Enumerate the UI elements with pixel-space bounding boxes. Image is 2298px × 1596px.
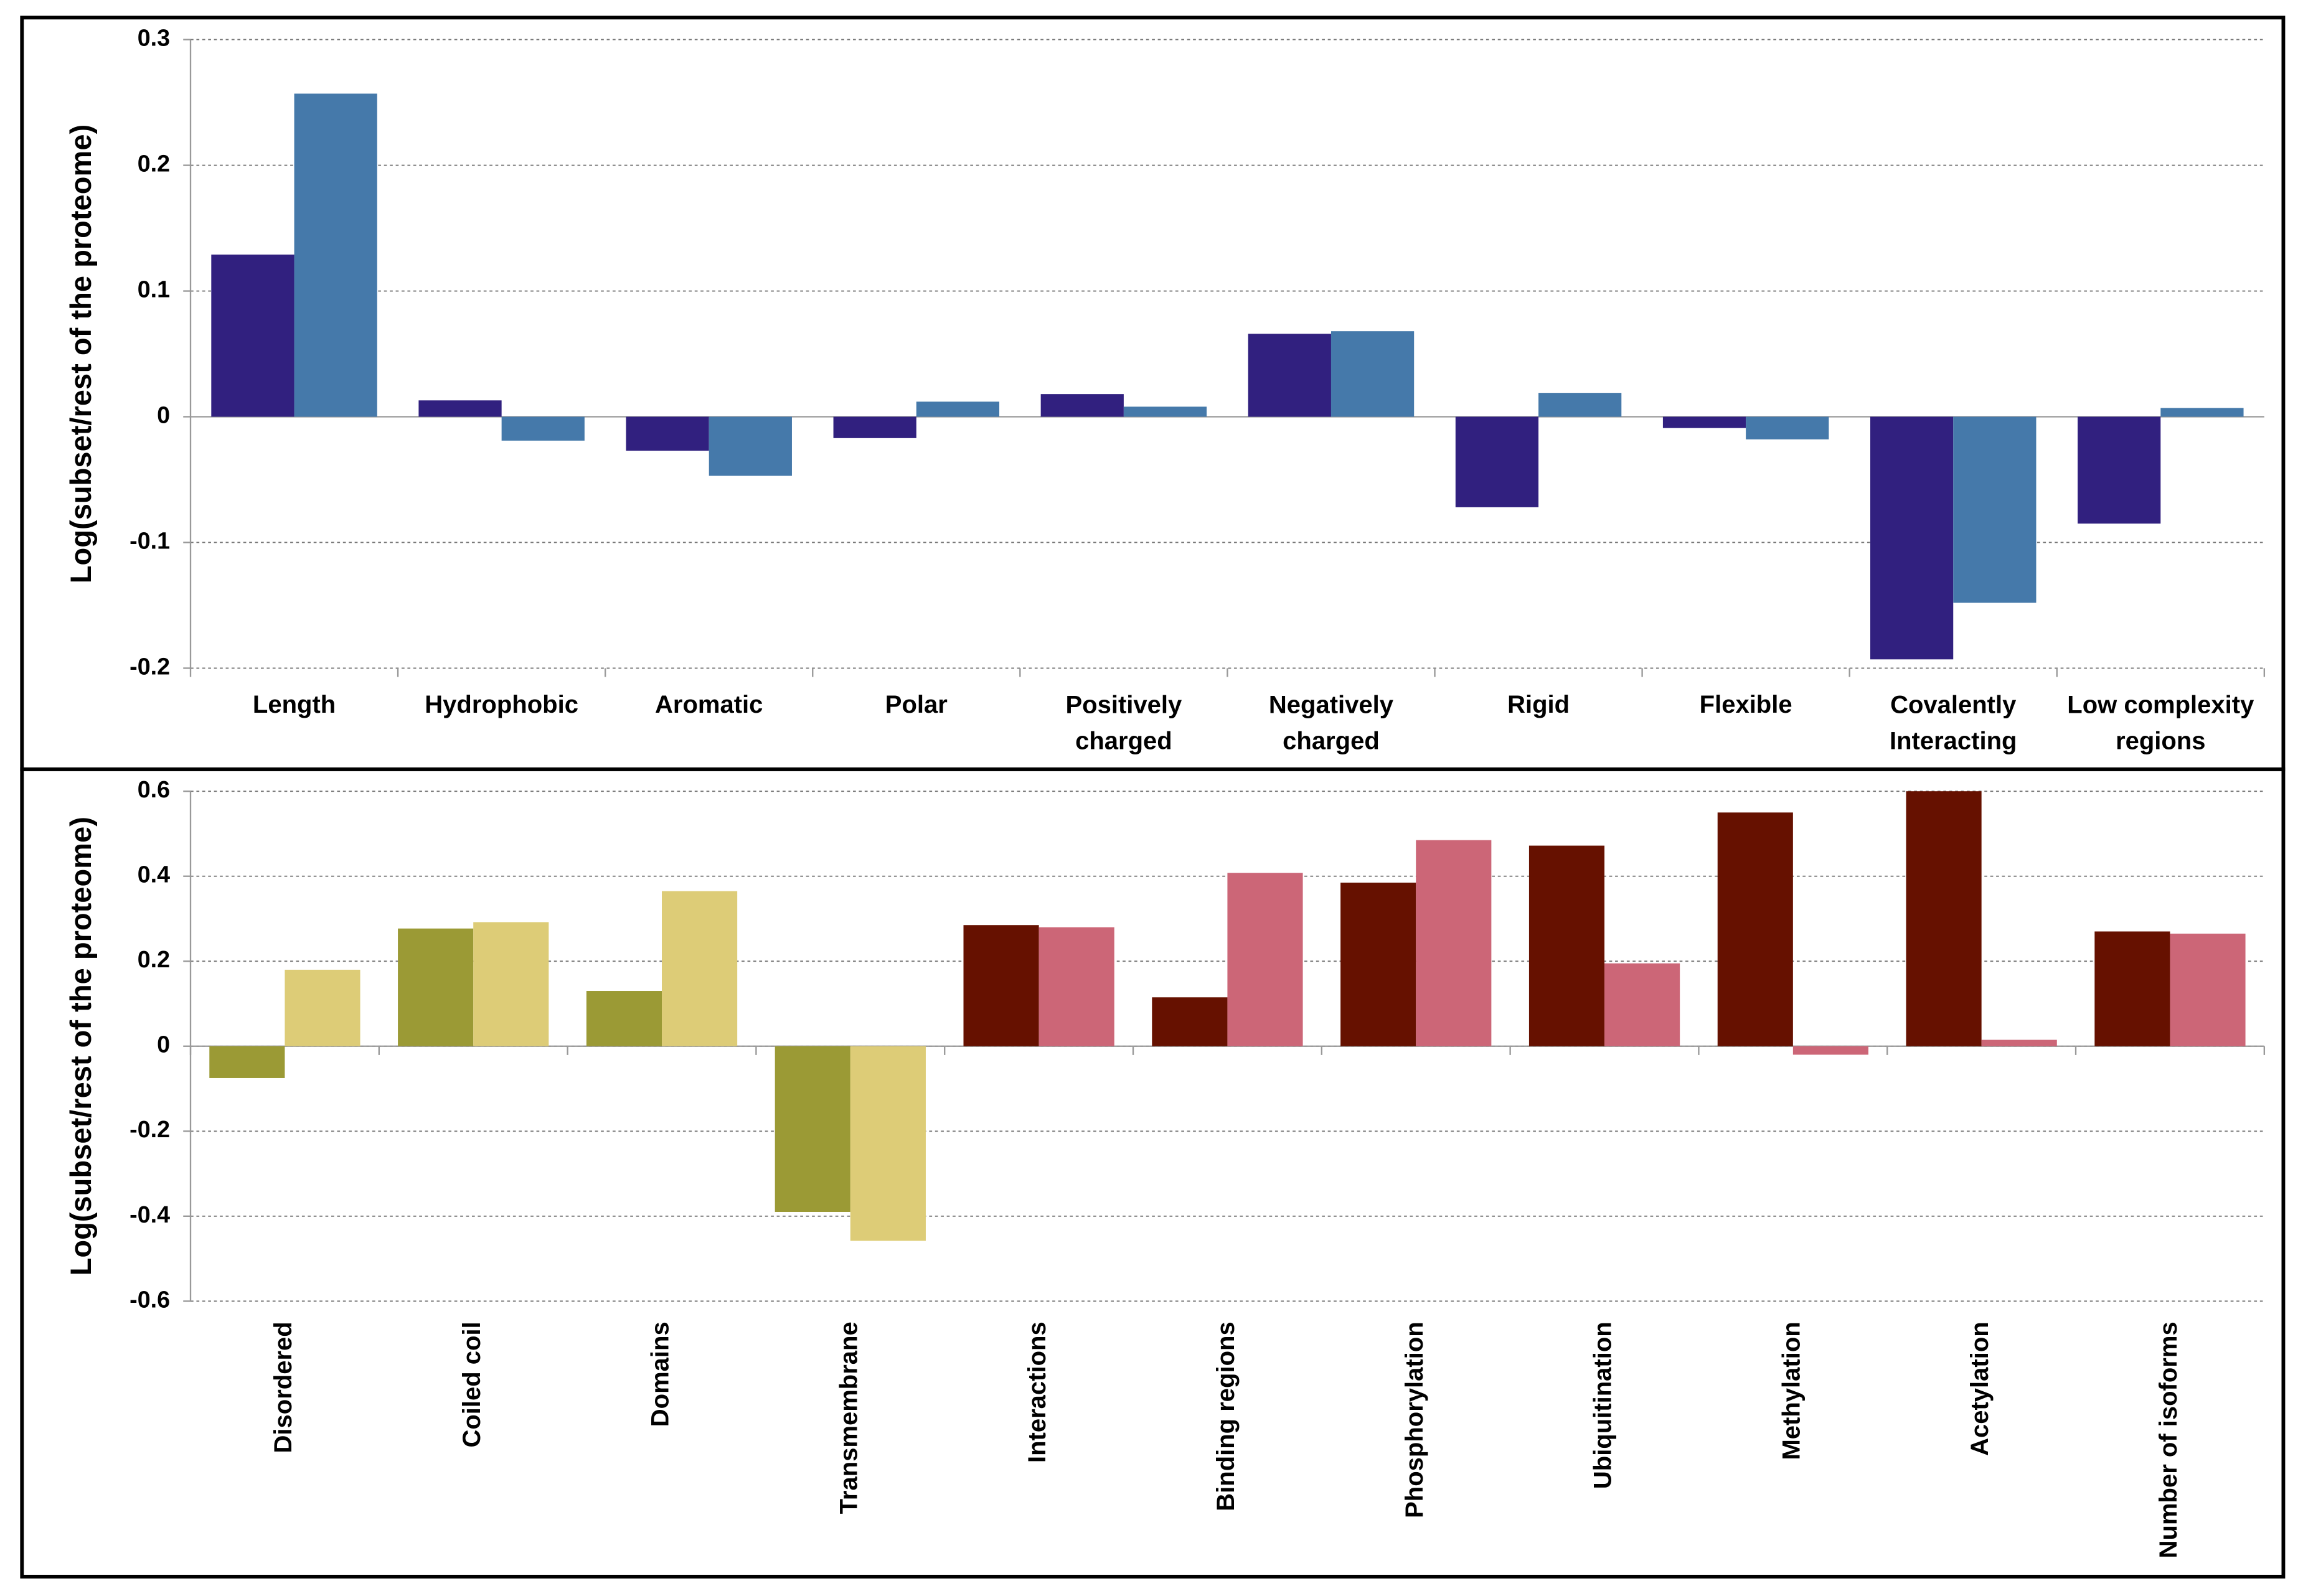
- bar: [1038, 927, 1114, 1046]
- y-tick-label: 0.4: [138, 861, 170, 888]
- x-tick-label: Negatively charged: [1269, 691, 1394, 754]
- y-tick-label: -0.2: [129, 1116, 170, 1142]
- bar: [1123, 406, 1207, 417]
- bar: [1746, 416, 1829, 439]
- y-tick-label: 0: [157, 401, 170, 428]
- x-tick-label: Number of isoforms: [2155, 1321, 2182, 1558]
- x-tick-label: Domains: [647, 1321, 674, 1427]
- bar: [1152, 997, 1228, 1046]
- bar: [1792, 1046, 1868, 1055]
- x-tick-label: Aromatic: [655, 691, 763, 718]
- bar: [473, 922, 549, 1046]
- y-tick-label: -0.1: [129, 527, 170, 553]
- bar: [1040, 394, 1124, 417]
- y-tick-label: 0: [157, 1031, 170, 1058]
- bar: [1227, 873, 1303, 1046]
- x-tick-label: Transmembrane: [835, 1321, 862, 1514]
- bar: [709, 416, 792, 476]
- y-axis-label: Log(subset/rest of the proteome): [64, 817, 97, 1275]
- bar: [1717, 812, 1793, 1046]
- bar: [501, 416, 585, 441]
- bar: [1981, 1040, 2057, 1046]
- bar: [209, 1046, 285, 1078]
- bar: [418, 400, 502, 417]
- bar: [1870, 416, 1954, 660]
- x-tick-label: Hydrophobic: [425, 691, 578, 718]
- bar: [1528, 845, 1605, 1046]
- bar: [1455, 416, 1539, 507]
- x-tick-label: Phosphorylation: [1401, 1321, 1428, 1518]
- bar: [1953, 416, 2037, 603]
- x-tick-label: Polar: [885, 691, 948, 718]
- bar: [850, 1046, 926, 1241]
- bar: [1906, 791, 1982, 1046]
- x-tick-label: Interactions: [1024, 1321, 1051, 1463]
- bar: [1604, 963, 1680, 1046]
- bar: [662, 891, 738, 1046]
- x-tick-label: Length: [253, 691, 336, 718]
- y-tick-label: -0.2: [129, 653, 170, 679]
- x-tick-label: Coiled coil: [458, 1321, 486, 1447]
- x-tick-label: Methylation: [1778, 1321, 1805, 1460]
- bar: [1330, 331, 1415, 417]
- y-tick-label: -0.4: [129, 1201, 170, 1228]
- bar: [916, 401, 1000, 417]
- bar: [775, 1046, 850, 1212]
- x-tick-label: Binding regions: [1212, 1321, 1240, 1511]
- y-tick-label: -0.6: [129, 1286, 170, 1312]
- bar: [833, 416, 916, 438]
- bar: [2078, 416, 2161, 524]
- y-tick-label: 0.1: [138, 276, 170, 302]
- bar: [2094, 931, 2170, 1046]
- bar: [2160, 408, 2244, 417]
- bar: [2170, 933, 2246, 1046]
- x-tick-label: Disordered: [270, 1321, 297, 1453]
- x-tick-label: Rigid: [1507, 691, 1570, 718]
- bar: [586, 991, 662, 1046]
- y-tick-label: 0.2: [138, 946, 170, 972]
- bar: [294, 93, 377, 417]
- bar: [1662, 416, 1746, 428]
- x-tick-label: Low complexity regions: [2067, 691, 2254, 754]
- bar: [211, 254, 294, 417]
- x-tick-label: Positively charged: [1066, 691, 1183, 754]
- y-tick-label: 0.3: [138, 25, 170, 51]
- bar: [285, 969, 360, 1046]
- bar: [398, 928, 474, 1046]
- y-axis-label: Log(subset/rest of the proteome): [64, 124, 97, 583]
- y-tick-label: 0.6: [138, 776, 170, 802]
- bar: [626, 416, 709, 451]
- x-tick-label: Acetylation: [1966, 1321, 1994, 1456]
- x-tick-label: Flexible: [1700, 691, 1792, 718]
- bar: [1340, 882, 1416, 1046]
- bottom-panel: [20, 767, 2286, 1579]
- bar: [1248, 334, 1331, 417]
- x-tick-label: Ubiquitination: [1589, 1321, 1617, 1489]
- y-tick-label: 0.2: [138, 151, 170, 177]
- bar: [963, 925, 1039, 1046]
- bar: [1416, 840, 1492, 1046]
- x-tick-label: Covalently Interacting: [1890, 691, 2017, 754]
- bar: [1538, 393, 1622, 417]
